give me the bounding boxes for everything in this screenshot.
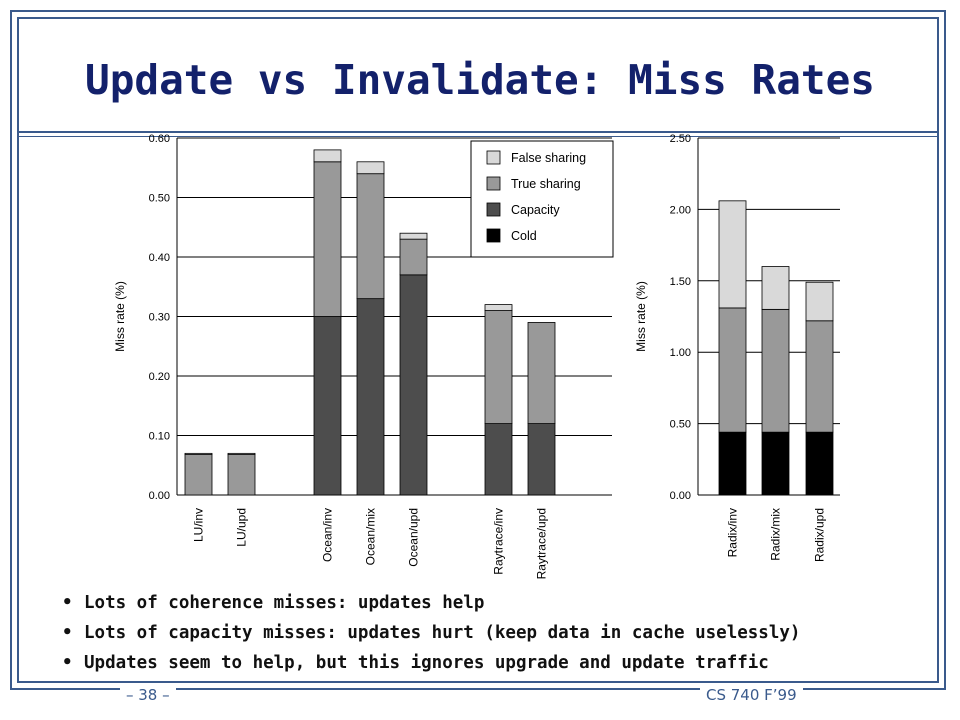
y-tick-label: 1.50 xyxy=(670,276,691,288)
bar-segment-true-sharing xyxy=(356,173,385,300)
y-tick-label: 0.50 xyxy=(670,419,691,431)
bar-segment-true-sharing xyxy=(313,161,342,317)
bullet-item: • Updates seem to help, but this ignores … xyxy=(62,653,769,673)
bar-segment-capacity xyxy=(484,423,513,496)
title-divider xyxy=(17,131,939,133)
legend-swatch xyxy=(486,176,501,191)
category-label: Radix/mix xyxy=(769,508,783,561)
bar-segment-false-sharing xyxy=(227,452,256,455)
legend-label: False sharing xyxy=(511,151,586,165)
bar-segment-true-sharing xyxy=(227,454,256,496)
chart-1: 0.00 0.10 0.20 0.30 0.40 0.50 0.60 Miss rate (%… xyxy=(113,133,614,579)
category-label: Ocean/upd xyxy=(407,508,421,567)
y-tick-label: 2.00 xyxy=(670,204,691,216)
bar-segment-cold xyxy=(718,431,747,496)
bar-segment-false-sharing xyxy=(484,304,513,311)
y-tick-label: 0.50 xyxy=(149,193,170,205)
bar-segment-capacity xyxy=(527,423,556,496)
bar-segment-capacity xyxy=(356,298,385,496)
legend-label: Cold xyxy=(511,229,537,243)
bar-segment-capacity xyxy=(399,274,428,496)
category-label: Raytrace/inv xyxy=(492,508,506,575)
category-label: Radix/upd xyxy=(813,508,827,562)
bar-segment-false-sharing xyxy=(399,232,428,240)
bar-segment-cold xyxy=(805,431,834,496)
bar-segment-false-sharing xyxy=(184,452,213,455)
legend-swatch xyxy=(486,202,501,217)
bar-segment-false-sharing xyxy=(313,149,342,163)
bullet-text: Updates seem to help, but this ignores u… xyxy=(84,653,769,673)
y-tick-label: 1.00 xyxy=(670,347,691,359)
y-tick-label: 2.50 xyxy=(670,133,691,145)
category-label: LU/upd xyxy=(235,508,249,547)
slide-number: – 38 – xyxy=(120,686,176,704)
chart-legend: False sharing True sharing Capacity Cold xyxy=(470,140,614,258)
bar-segment-false-sharing xyxy=(356,161,385,175)
slide-title: Update vs Invalidate: Miss Rates xyxy=(85,56,875,104)
category-label: LU/inv xyxy=(192,508,206,542)
bullet-text: Lots of coherence misses: updates help xyxy=(84,593,485,613)
bullet-item: • Lots of capacity misses: updates hurt (… xyxy=(62,623,801,643)
category-label: Raytrace/upd xyxy=(535,508,549,579)
y-tick-label: 0.60 xyxy=(149,133,170,145)
y-axis-label: Miss rate (%) xyxy=(634,281,648,352)
title-divider-secondary xyxy=(17,136,939,137)
slide-frame-inner xyxy=(17,17,939,683)
bar-segment-true-sharing xyxy=(761,308,790,433)
legend-swatch xyxy=(486,228,501,243)
bar-segment-false-sharing xyxy=(718,200,747,309)
category-label: Ocean/mix xyxy=(364,508,378,565)
bar-segment-false-sharing xyxy=(761,266,790,310)
y-tick-label: 0.10 xyxy=(149,431,170,443)
bullet-list: • Lots of coherence misses: updates help … xyxy=(62,588,800,678)
y-tick-label: 0.00 xyxy=(670,490,691,502)
slide-frame-outer xyxy=(10,10,946,690)
bar-segment-true-sharing xyxy=(718,307,747,433)
bar-segment-true-sharing xyxy=(484,310,513,424)
y-tick-label: 0.30 xyxy=(149,312,170,324)
bar-segment-true-sharing xyxy=(527,322,556,425)
bullet-item: • Lots of coherence misses: updates help xyxy=(62,593,485,613)
category-label: Ocean/inv xyxy=(321,508,335,562)
legend-swatch xyxy=(486,150,501,165)
y-tick-label: 0.40 xyxy=(149,252,170,264)
y-tick-label: 0.20 xyxy=(149,371,170,383)
legend-label: True sharing xyxy=(511,177,581,191)
bar-segment-true-sharing xyxy=(399,238,428,276)
bar-segment-capacity xyxy=(313,316,342,496)
y-tick-label: 0.00 xyxy=(149,490,170,502)
bar-segment-cold xyxy=(761,431,790,496)
bar-segment-true-sharing xyxy=(184,454,213,496)
y-axis-label: Miss rate (%) xyxy=(113,281,127,352)
bar-segment-false-sharing xyxy=(805,281,834,322)
bullet-text: Lots of capacity misses: updates hurt (k… xyxy=(84,623,801,643)
bar-segment-true-sharing xyxy=(805,320,834,433)
legend-label: Capacity xyxy=(511,203,560,217)
category-label: Radix/inv xyxy=(726,508,740,557)
course-label: CS 740 F’99 xyxy=(700,686,803,704)
chart-2: 0.00 0.50 1.00 1.50 2.00 2.50 Miss rate (%) Rad… xyxy=(634,133,840,562)
